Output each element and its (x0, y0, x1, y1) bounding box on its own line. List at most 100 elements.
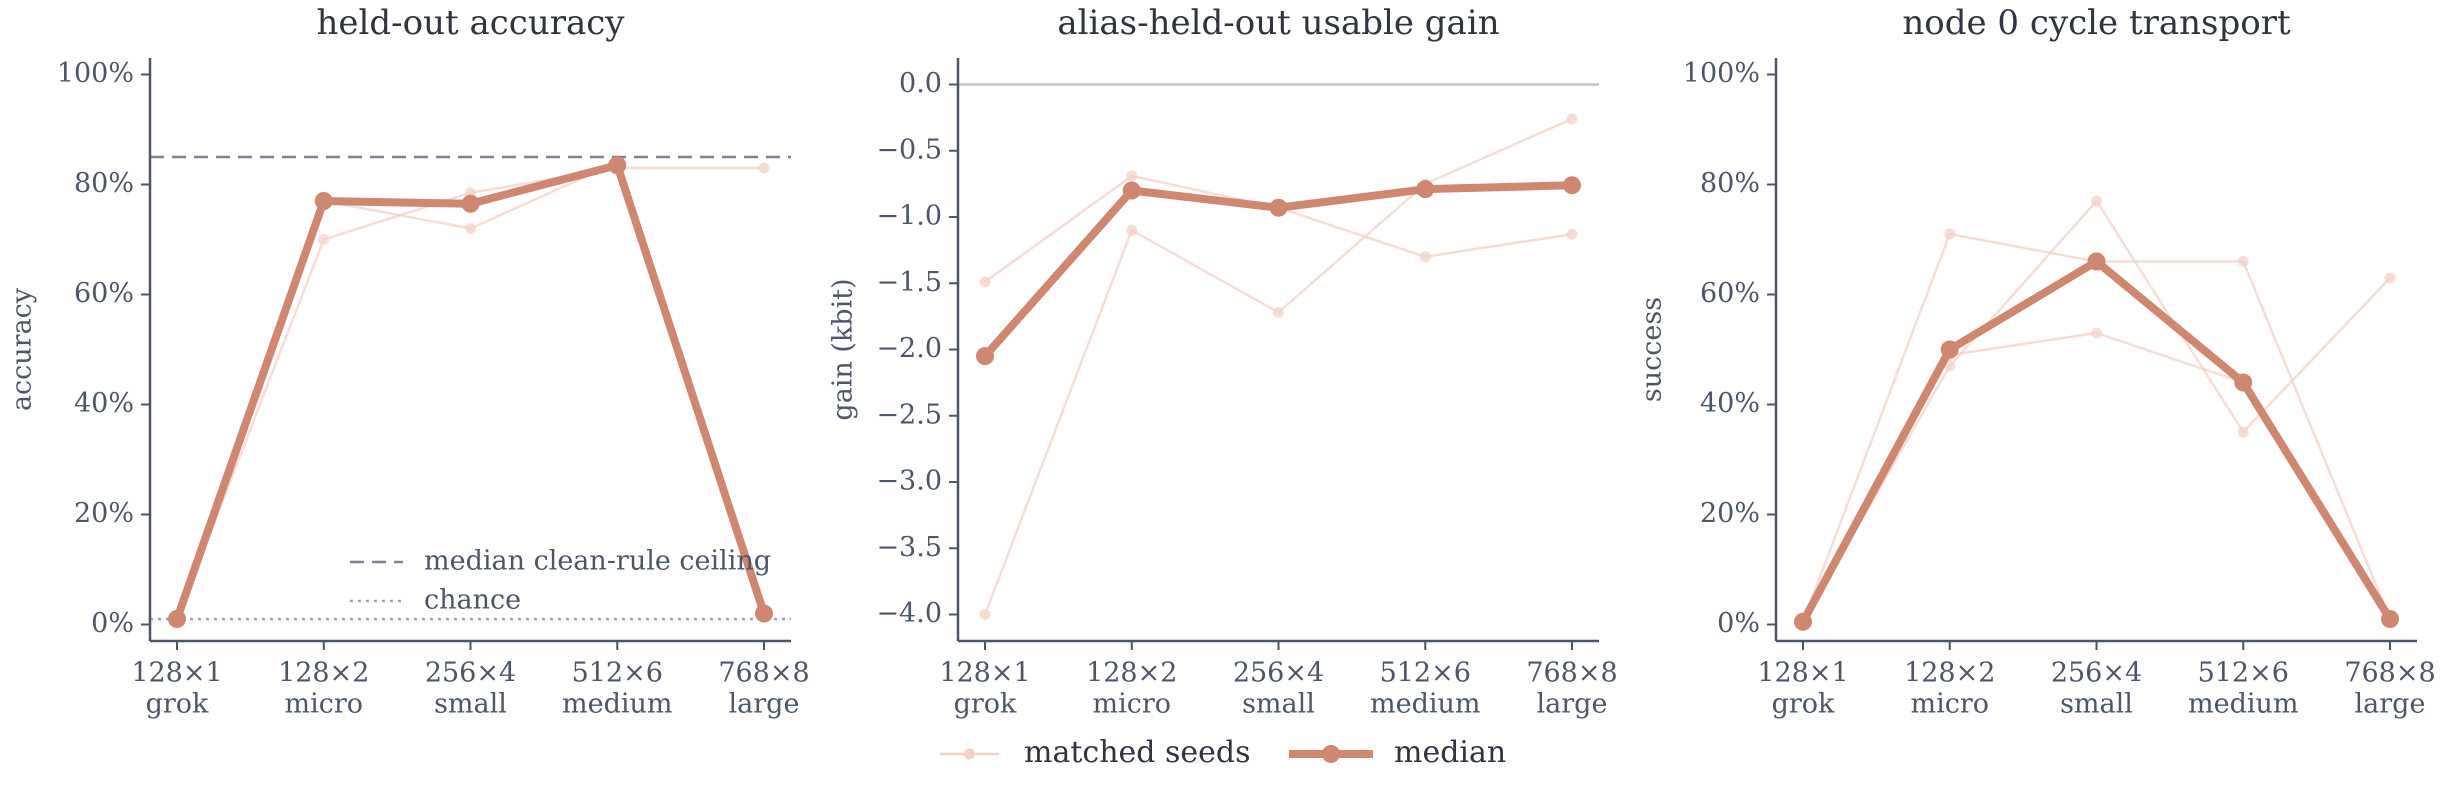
median-point (1563, 176, 1581, 195)
x-tick-label: 256×4 (425, 658, 516, 689)
y-axis-label: gain (kbit) (828, 278, 859, 420)
seed-point (979, 276, 991, 288)
x-tick-label: small (2060, 689, 2133, 720)
x-tick-label: 256×4 (1233, 658, 1324, 689)
y-tick-label: 100% (57, 58, 134, 89)
median-point (755, 604, 773, 623)
x-tick-label: small (1242, 689, 1315, 720)
y-tick-label: −0.5 (876, 134, 942, 165)
x-tick-label: grok (146, 689, 209, 720)
legend-label: median (1394, 735, 1506, 770)
seed-point (1126, 224, 1138, 236)
y-tick-label: 60% (74, 278, 134, 309)
x-tick-label: 512×6 (2198, 658, 2289, 689)
chart-title: alias-held-out usable gain (1057, 3, 1499, 43)
seed-point (1419, 251, 1431, 263)
median-point (608, 156, 627, 175)
legend-marker (1322, 745, 1340, 763)
y-tick-label: 80% (74, 168, 134, 199)
y-tick-label: 0% (1717, 608, 1760, 639)
y-tick-label: 40% (74, 388, 134, 419)
x-tick-label: micro (1910, 689, 1989, 720)
median-point (976, 347, 994, 366)
legend-marker (964, 748, 975, 760)
y-tick-label: −2.5 (876, 399, 942, 430)
x-tick-label: 512×6 (572, 658, 663, 689)
median-point (2087, 252, 2106, 271)
y-tick-label: 20% (1700, 498, 1760, 529)
x-tick-label: medium (562, 689, 673, 720)
x-tick-label: 128×2 (278, 658, 369, 689)
x-tick-label: 128×1 (1757, 658, 1848, 689)
x-tick-label: large (2355, 689, 2426, 720)
seed-point (1944, 360, 1956, 372)
seed-point (979, 609, 991, 620)
seed-point (1126, 170, 1138, 182)
chart-title: held-out accuracy (316, 3, 625, 43)
x-tick-label: 768×8 (718, 658, 809, 689)
y-tick-label: 0% (91, 608, 134, 639)
x-tick-label: micro (1092, 689, 1171, 720)
x-tick-label: large (729, 689, 800, 720)
y-axis-label: success (1637, 297, 1668, 402)
y-tick-label: 100% (1683, 58, 1760, 89)
median-point (1269, 198, 1288, 217)
x-tick-label: small (434, 689, 507, 720)
median-point (168, 610, 186, 628)
x-tick-label: grok (954, 689, 1017, 720)
y-tick-label: 40% (1700, 388, 1760, 419)
x-tick-label: 128×2 (1086, 658, 1177, 689)
x-tick-label: medium (2188, 689, 2299, 720)
x-tick-label: 512×6 (1380, 658, 1471, 689)
chart-title: node 0 cycle transport (1902, 3, 2291, 43)
x-tick-label: large (1537, 689, 1608, 720)
seed-point (318, 234, 330, 245)
seed-line (984, 174, 1573, 283)
median-point (1122, 181, 1141, 200)
x-tick-label: 128×1 (131, 658, 222, 689)
legend-label: matched seeds (1024, 735, 1251, 770)
median-point (1940, 340, 1959, 359)
x-tick-label: 128×1 (939, 658, 1030, 689)
seed-point (465, 223, 476, 234)
legend-label: chance (424, 585, 521, 616)
seed-point (1566, 228, 1578, 240)
seed-point (2237, 256, 2249, 267)
y-tick-label: 60% (1700, 278, 1760, 309)
y-tick-label: −3.5 (876, 532, 942, 563)
x-tick-label: 256×4 (2051, 658, 2142, 689)
y-axis-label: accuracy (7, 287, 38, 411)
median-point (2234, 373, 2253, 392)
x-tick-label: medium (1370, 689, 1481, 720)
seed-line (983, 117, 1573, 615)
x-tick-label: 128×2 (1904, 658, 1995, 689)
y-tick-label: −2.0 (876, 333, 942, 364)
x-tick-label: grok (1772, 689, 1835, 720)
seed-line (1801, 232, 2392, 623)
seed-point (1944, 228, 1956, 240)
seed-point (2091, 327, 2102, 339)
median-line (1799, 257, 2394, 624)
y-tick-label: −1.5 (876, 267, 942, 298)
x-tick-label: micro (284, 689, 363, 720)
seed-point (2384, 272, 2396, 284)
seed-point (758, 162, 770, 174)
median-point (1416, 180, 1435, 199)
median-point (1794, 612, 1812, 631)
y-tick-label: −1.0 (876, 201, 942, 232)
legend-label: median clean-rule ceiling (424, 546, 771, 577)
y-tick-label: 0.0 (899, 68, 942, 99)
seed-point (1566, 113, 1578, 125)
y-tick-label: 80% (1700, 168, 1760, 199)
median-point (461, 194, 480, 213)
median-point (314, 192, 333, 210)
x-tick-label: 768×8 (1526, 658, 1617, 689)
y-tick-label: 20% (74, 498, 134, 529)
median-point (2381, 610, 2399, 628)
seed-point (2237, 426, 2249, 438)
seed-point (2091, 195, 2102, 207)
x-tick-label: 768×8 (2344, 658, 2435, 689)
y-tick-label: −3.0 (876, 466, 942, 497)
y-tick-label: −4.0 (876, 598, 942, 629)
